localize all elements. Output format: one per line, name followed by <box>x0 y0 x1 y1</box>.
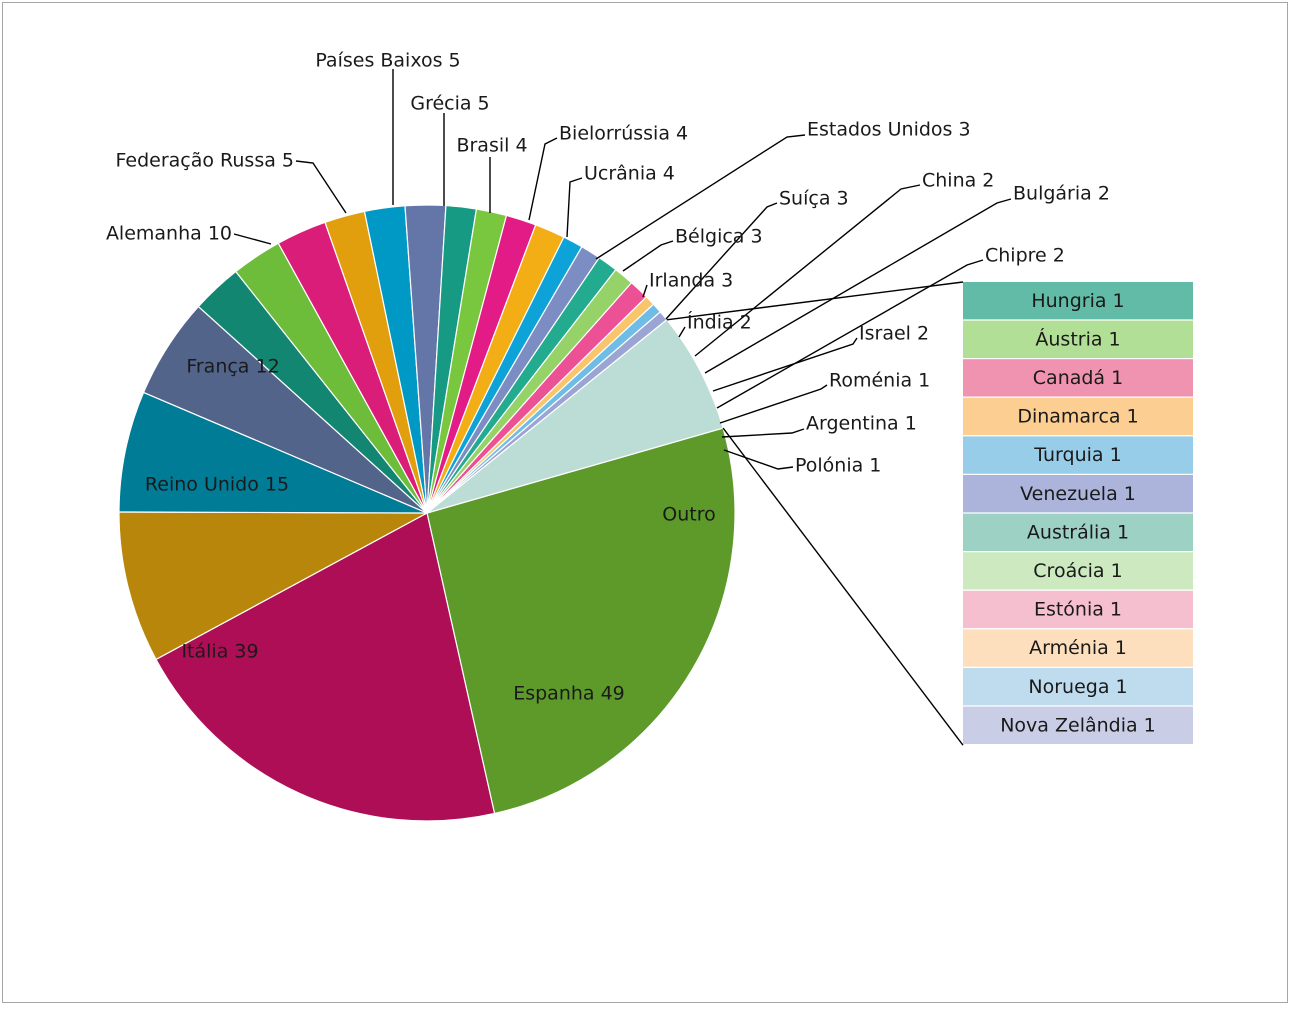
data-label-belgica: Bélgica 3 <box>675 226 763 248</box>
leader-line-polonia <box>723 449 794 470</box>
data-label-bulgaria: Bulgária 2 <box>1013 183 1110 205</box>
leader-line-bielorrussia <box>528 137 558 221</box>
bar-segment-armenia <box>963 629 1193 667</box>
leader-line-india <box>678 326 686 338</box>
leader-line-bulgaria <box>704 198 1012 374</box>
bar-segment-estonia <box>963 590 1193 629</box>
data-label-federacao-russa: Federação Russa 5 <box>116 150 295 172</box>
bar-label-australia: Austrália 1 <box>1027 521 1129 543</box>
bar-label-austria: Áustria 1 <box>1035 327 1120 350</box>
leader-line-ucrania <box>566 177 583 238</box>
data-label-romenia: Roménia 1 <box>829 370 930 392</box>
secondary-bar <box>963 282 1193 746</box>
data-label-argentina: Argentina 1 <box>806 413 917 435</box>
bar-label-dinamarca: Dinamarca 1 <box>1017 406 1138 428</box>
connector-top <box>666 281 964 321</box>
leader-line-estados-unidos <box>595 134 806 260</box>
bar-segment-dinamarca <box>963 397 1193 436</box>
data-label-franca: França 12 <box>186 356 279 378</box>
data-label-israel: Israel 2 <box>859 323 929 345</box>
data-label-reino-unido: Reino Unido 15 <box>145 474 289 496</box>
data-label-chipre: Chipre 2 <box>985 245 1065 267</box>
bar-segment-noruega <box>963 668 1193 706</box>
data-label-estados-unidos: Estados Unidos 3 <box>807 119 971 141</box>
bar-label-canada: Canadá 1 <box>1033 367 1123 389</box>
bar-label-armenia: Arménia 1 <box>1029 637 1127 659</box>
data-label-india: Índia 2 <box>687 311 752 334</box>
data-label-irlanda: Irlanda 3 <box>649 270 733 292</box>
pie-slices <box>118 204 736 822</box>
bar-segment-nova-zelandia <box>963 706 1193 745</box>
data-label-polonia: Polónia 1 <box>795 455 881 477</box>
data-label-alemanha: Alemanha 10 <box>106 223 232 245</box>
bar-label-croacia: Croácia 1 <box>1033 560 1122 582</box>
leader-line-irlanda <box>642 284 648 298</box>
pie-slice-reino-unido <box>118 511 428 661</box>
data-label-china: China 2 <box>922 170 994 192</box>
bar-segment-turquia <box>963 436 1193 474</box>
data-label-grecia: Grécia 5 <box>410 93 489 115</box>
bar-label-noruega: Noruega 1 <box>1028 676 1127 698</box>
data-label-brasil: Brasil 4 <box>456 135 527 157</box>
bar-label-hungria: Hungria 1 <box>1031 290 1124 312</box>
bar-segment-austria <box>963 320 1193 359</box>
leader-line-israel <box>712 337 858 392</box>
pie-slice-italia <box>155 512 496 822</box>
data-label-italia: Itália 39 <box>181 641 258 663</box>
pie-slice-franca <box>118 391 428 514</box>
bar-label-turquia: Turquia 1 <box>1033 444 1121 466</box>
leader-line-argentina <box>721 428 805 438</box>
bar-segment-hungria <box>963 282 1193 320</box>
leader-lines <box>233 69 1012 746</box>
data-label-outro: Outro <box>662 504 715 526</box>
leader-line-suica <box>665 202 778 320</box>
leader-line-china <box>694 184 921 357</box>
data-label-paises-baixos: Países Baixos 5 <box>315 50 460 72</box>
bar-label-venezuela: Venezuela 1 <box>1020 483 1136 505</box>
data-label-suica: Suíça 3 <box>779 188 849 210</box>
bar-segment-venezuela <box>963 475 1193 513</box>
bar-of-pie-chart: Espanha 49 Itália 39 Reino Unido 15 França … <box>106 50 1193 822</box>
pie-slice-espanha <box>426 427 736 815</box>
data-label-espanha: Espanha 49 <box>513 683 625 705</box>
bar-segment-canada <box>963 359 1193 397</box>
pie-slice-outro <box>426 318 724 514</box>
connector-bottom <box>722 427 964 746</box>
bar-segment-australia <box>963 513 1193 552</box>
bar-label-nova-zelandia: Nova Zelândia 1 <box>1000 714 1156 736</box>
bar-label-estonia: Estónia 1 <box>1034 599 1122 621</box>
data-labels: Espanha 49 Itália 39 Reino Unido 15 França … <box>106 50 1156 737</box>
bar-segment-croacia <box>963 552 1193 590</box>
leader-line-belgica <box>622 240 674 272</box>
data-label-ucrania: Ucrânia 4 <box>584 163 675 185</box>
leader-line-chipre <box>716 259 984 409</box>
leader-line-federacao-russa <box>295 160 347 214</box>
leader-line-alemanha <box>233 233 272 245</box>
leader-line-romenia <box>719 384 828 424</box>
data-label-bielorrussia: Bielorrússia 4 <box>559 123 688 145</box>
